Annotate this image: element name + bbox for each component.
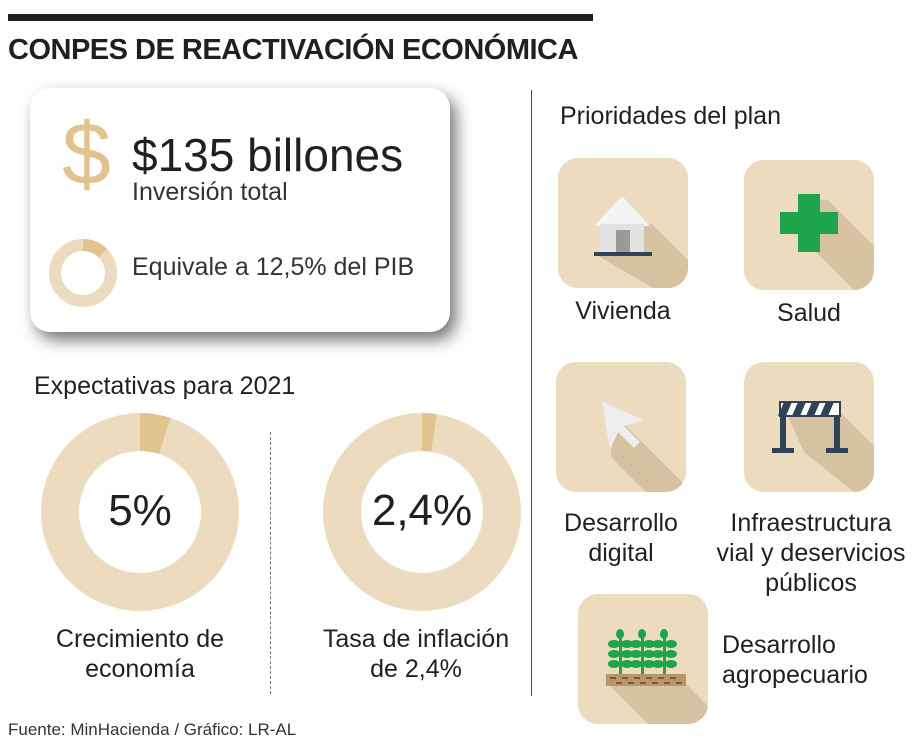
inflation-caption-line1: Tasa de inflación <box>322 625 510 653</box>
page-title: CONPES DE REACTIVACIÓN ECONÓMICA <box>8 34 578 66</box>
investment-label: Inversión total <box>132 178 288 206</box>
growth-caption-line1: Crecimiento de <box>55 625 225 653</box>
health-cross-icon <box>780 194 874 290</box>
priorities-title: Prioridades del plan <box>560 102 781 130</box>
pib-donut-share <box>82 239 108 258</box>
header-rule <box>8 14 593 21</box>
label-agro-line1: Desarrollo <box>722 631 836 659</box>
tile-desarrollo-agropecuario <box>578 594 708 724</box>
inflation-donut <box>323 413 521 611</box>
tile-desarrollo-digital <box>556 362 686 492</box>
label-desarrollo-agropecuario: Desarrollo agropecuario <box>722 630 892 690</box>
tile-salud <box>744 160 874 290</box>
label-infraestructura-line3: públicos <box>765 569 857 597</box>
label-desarrollo-digital-line1: Desarrollo <box>564 509 678 537</box>
pib-label: Equivale a 12,5% del PIB <box>132 253 415 281</box>
inflation-donut-share <box>421 413 437 452</box>
dashed-divider <box>270 432 271 694</box>
label-salud: Salud <box>777 299 841 327</box>
label-infraestructura-line1: Infraestructura <box>730 509 892 537</box>
inflation-value: 2,4% <box>371 486 473 535</box>
inflation-caption-line2: de 2,4% <box>370 655 462 683</box>
road-barrier-icon <box>772 401 874 492</box>
cursor-arrow-icon <box>602 402 686 492</box>
label-infraestructura: Infraestructura vial y deservicios públi… <box>706 508 916 598</box>
growth-caption: Crecimiento de economía <box>20 624 260 684</box>
label-desarrollo-digital-line2: digital <box>588 539 654 567</box>
column-divider <box>531 90 532 696</box>
pib-donut <box>49 239 117 307</box>
label-infraestructura-line2: vial y deservicios <box>716 539 906 567</box>
growth-donut <box>41 413 239 611</box>
tile-infraestructura <box>744 362 874 492</box>
tile-vivienda <box>558 158 688 288</box>
label-agro-line2: agropecuario <box>722 661 868 689</box>
growth-value: 5% <box>108 486 172 535</box>
inflation-caption: Tasa de inflación de 2,4% <box>296 624 536 684</box>
house-icon <box>594 196 688 288</box>
expectations-title: Expectativas para 2021 <box>34 372 296 400</box>
growth-donut-share <box>139 413 171 455</box>
growth-caption-line2: economía <box>85 655 195 683</box>
crops-icon <box>606 629 708 724</box>
label-vivienda: Vivienda <box>575 297 671 325</box>
investment-amount: $135 billones <box>132 129 404 181</box>
label-desarrollo-digital: Desarrollo digital <box>540 508 702 568</box>
source-credit: Fuente: MinHacienda / Gráfico: LR-AL <box>8 720 297 739</box>
dollar-icon: $ <box>62 104 111 203</box>
